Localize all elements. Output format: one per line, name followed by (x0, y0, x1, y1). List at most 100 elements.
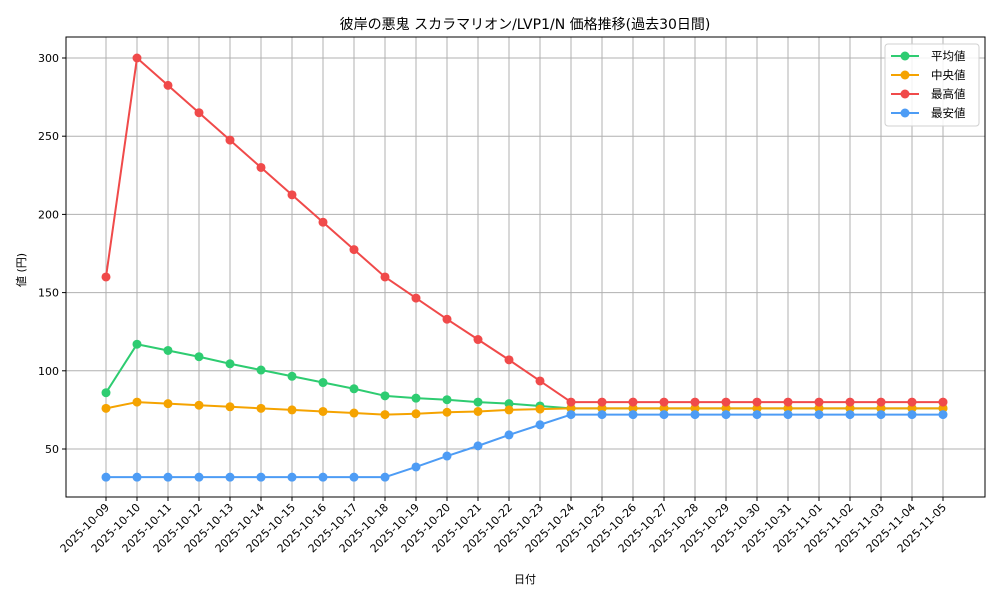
series-line (106, 413, 943, 479)
data-point-marker (101, 403, 111, 413)
data-point-marker (132, 397, 142, 407)
data-point-marker (318, 472, 328, 482)
legend-label: 中央値 (931, 68, 966, 82)
data-point-marker (566, 397, 576, 407)
data-point-marker (473, 406, 483, 416)
series-3 (101, 410, 948, 482)
data-point-marker (411, 393, 421, 403)
data-point-marker (225, 472, 235, 482)
data-point-marker (907, 410, 917, 420)
data-point-marker (597, 403, 607, 413)
data-point-marker (752, 397, 762, 407)
legend-box (884, 43, 980, 127)
data-point-marker (907, 397, 917, 407)
data-point-marker (504, 430, 514, 440)
data-point-marker (380, 391, 390, 401)
data-point-marker (597, 397, 607, 407)
data-point-marker (690, 403, 700, 413)
data-point-marker (287, 405, 297, 415)
data-point-marker (876, 410, 886, 420)
legend-item: 平均値 (891, 49, 966, 63)
data-point-marker (504, 355, 514, 365)
data-point-marker (721, 403, 731, 413)
data-point-marker (101, 472, 111, 482)
data-point-marker (225, 402, 235, 412)
x-axis-ticks: 2025-10-092025-10-102025-10-112025-10-12… (58, 497, 949, 555)
data-point-marker (504, 399, 514, 409)
data-point-marker (504, 405, 514, 415)
data-point-marker (938, 403, 948, 413)
y-tick-label: 300 (38, 52, 59, 65)
series-line (105, 57, 943, 404)
data-point-marker (876, 397, 886, 407)
y-tick-label: 150 (38, 287, 59, 300)
data-point-marker (814, 410, 824, 420)
y-tick-label: 100 (38, 365, 59, 378)
data-point-marker (659, 397, 669, 407)
legend-item: 最安値 (891, 106, 966, 120)
data-point-marker (318, 378, 328, 388)
data-point-marker (783, 397, 793, 407)
chart-title: 彼岸の悪鬼 スカラマリオン/LVP1/N 価格推移(過去30日間) (340, 17, 711, 33)
data-point-marker (163, 399, 173, 409)
data-point-marker (783, 410, 793, 420)
data-point-marker (876, 403, 886, 413)
data-point-marker (411, 409, 421, 419)
series-lines (101, 53, 948, 482)
data-point-marker (814, 397, 824, 407)
data-point-marker (628, 397, 638, 407)
legend-label: 最安値 (931, 106, 966, 120)
series-line (105, 401, 943, 416)
data-point-marker (566, 403, 576, 413)
legend-label: 最高値 (931, 87, 966, 101)
data-point-marker (132, 53, 142, 63)
data-point-marker (287, 190, 297, 200)
data-point-marker (256, 403, 266, 413)
legend-item: 最高値 (891, 87, 966, 101)
data-point-marker (814, 403, 824, 413)
legend-marker-icon (900, 51, 910, 61)
data-point-marker (473, 441, 483, 451)
data-point-marker (101, 272, 111, 282)
data-point-marker (318, 217, 328, 227)
data-point-marker (318, 406, 328, 416)
legend-item: 中央値 (891, 68, 966, 82)
data-point-marker (380, 472, 390, 482)
data-point-marker (163, 472, 173, 482)
y-tick-label: 50 (45, 443, 59, 456)
y-axis-label: 値 (円) (15, 253, 28, 287)
data-point-marker (163, 345, 173, 355)
data-point-marker (659, 410, 669, 420)
series-2 (101, 53, 948, 407)
data-point-marker (442, 407, 452, 417)
data-point-marker (938, 397, 948, 407)
data-point-marker (380, 410, 390, 420)
data-point-marker (721, 410, 731, 420)
data-point-marker (256, 365, 266, 375)
data-point-marker (938, 410, 948, 420)
y-tick-label: 200 (38, 208, 59, 221)
data-point-marker (411, 462, 421, 472)
data-point-marker (597, 410, 607, 420)
y-axis-ticks: 50 100 150 200 250 300 (38, 52, 66, 456)
data-point-marker (225, 359, 235, 369)
data-point-marker (845, 403, 855, 413)
data-point-marker (380, 272, 390, 282)
data-point-marker (442, 395, 452, 405)
legend-marker-icon (900, 108, 910, 118)
data-point-marker (349, 245, 359, 255)
data-point-marker (194, 472, 204, 482)
legend-label: 平均値 (931, 49, 966, 63)
data-point-marker (132, 339, 142, 349)
data-point-marker (690, 397, 700, 407)
data-point-marker (256, 162, 266, 172)
data-point-marker (132, 472, 142, 482)
data-point-marker (349, 472, 359, 482)
data-point-marker (535, 420, 545, 430)
data-point-marker (473, 335, 483, 345)
data-point-marker (442, 314, 452, 324)
data-point-marker (690, 410, 700, 420)
data-point-marker (845, 410, 855, 420)
plot-area-frame (65, 36, 986, 498)
